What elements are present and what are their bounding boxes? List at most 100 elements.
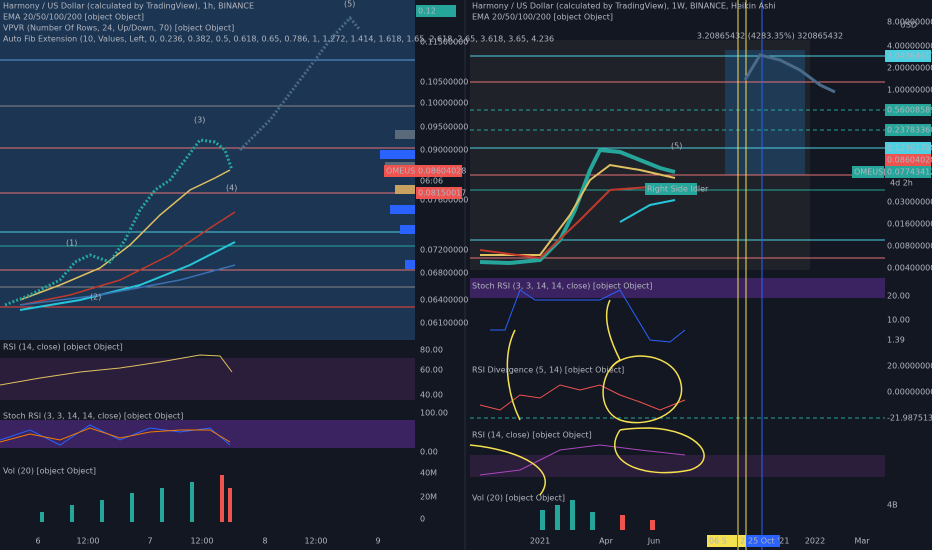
- pane-tick-label: 4B: [887, 501, 898, 510]
- top-price-label: 0.12: [418, 7, 436, 16]
- wave-label: (5): [671, 142, 682, 151]
- price-tick-label: 4.00000000: [887, 42, 932, 51]
- pane-tick-label: 1.39: [887, 336, 905, 345]
- rsi-right: [479, 444, 686, 476]
- fib-label: 0.23783360: [887, 126, 932, 135]
- header-line: Harmony / US Dollar (calculated by Tradi…: [3, 2, 254, 11]
- fib-label-bg: [885, 124, 931, 136]
- currency-label: USD: [900, 21, 917, 30]
- pane-tick-label: 100.00: [420, 409, 448, 418]
- stoch-band-right: [470, 278, 885, 298]
- projection-candles: [743, 53, 836, 94]
- price-tick-label: 0.00400000: [887, 264, 932, 273]
- price-tick-label: 0.06400000: [420, 296, 468, 305]
- time-marker-label-bg: [746, 535, 780, 547]
- price-tick-label: 0.09500000: [420, 123, 468, 132]
- fib-box: [725, 50, 805, 175]
- countdown-label: 06:06: [420, 177, 443, 186]
- price-tick-label: 0.11500000: [420, 38, 468, 47]
- volume-bars: [40, 475, 232, 522]
- ema-50-right: [479, 184, 676, 260]
- price-tick-label: 0.06800000: [420, 269, 468, 278]
- last-price-label-bg: [885, 154, 931, 166]
- pane-tick-label: 0.00: [420, 448, 438, 457]
- stoch-k: [0, 424, 231, 446]
- rsi-band: [0, 358, 415, 400]
- projection-candles: [238, 15, 362, 152]
- header-line: EMA 20/50/100/200 [object Object]: [3, 13, 144, 22]
- price-tick-label: 2.00000000: [887, 64, 932, 73]
- rsi-div: [479, 384, 686, 411]
- price-candles: [4, 138, 234, 307]
- ema-20-right: [480, 163, 676, 256]
- pane-tick-label: 0.00000000: [887, 388, 932, 397]
- price-tick-label: 8.00000000: [887, 18, 932, 27]
- header-line: Auto Fib Extension (10, Values, Left, 0,…: [3, 35, 554, 44]
- countdown-label: 4d 2h: [890, 179, 913, 188]
- last-price-label-bg: [416, 165, 462, 177]
- symbol-label-bg: [384, 165, 416, 177]
- time-label: 7: [147, 537, 152, 546]
- time-marker-label: 06 S: [709, 537, 727, 546]
- time-label: 12:00: [190, 537, 213, 546]
- ema-200: [19, 264, 236, 306]
- last-price-label: 0.08604028: [418, 167, 466, 176]
- ema-20: [19, 169, 231, 301]
- pane-tick-label: 0: [420, 515, 425, 524]
- stoch-band: [0, 420, 415, 448]
- fib-label: 0.12361708: [887, 144, 932, 153]
- time-marker-label-bg: [738, 535, 746, 547]
- heikin-ashi-candles: [479, 147, 676, 266]
- hand-drawn-annotations: [469, 299, 705, 496]
- time-label: 2021: [530, 537, 550, 546]
- wave-label: (5): [344, 0, 355, 9]
- time-marker-label: 25 Oct '21: [748, 537, 789, 546]
- fib-label-bg: [885, 50, 931, 62]
- left-fib-lines: [0, 59, 415, 308]
- volume-bars-right: [540, 500, 655, 530]
- pane-label: Vol (20) [object Object]: [3, 467, 96, 476]
- pane-tick-label: 10.00: [887, 316, 910, 325]
- pane-tick-label: 20M: [420, 493, 437, 502]
- wave-label: (1): [66, 239, 77, 248]
- time-label: 8: [262, 537, 267, 546]
- time-label: 6: [35, 537, 40, 546]
- header-line: EMA 20/50/100/200 [object Object]: [472, 13, 613, 22]
- idler-label-bg: [645, 183, 697, 195]
- pane-label: Stoch RSI (3, 3, 14, 14, close) [object …: [3, 412, 183, 421]
- fib-label-bg: [885, 104, 931, 116]
- symbol-label-bg: [852, 166, 884, 178]
- fib-annotation: 3.20865432 (4283.35%) 320865432: [697, 32, 843, 41]
- pane-tick-label: 40M: [420, 469, 437, 478]
- stoch-right: [490, 289, 686, 343]
- price-tick-label: 0.03000000: [887, 198, 932, 207]
- pane-label: RSI Divergence (5, 14) [object Object]: [472, 366, 624, 375]
- fib-label: 0.56008589: [887, 106, 932, 115]
- pane-tick-label: 40.00: [420, 391, 443, 400]
- time-label: 9: [375, 537, 380, 546]
- pane-label: RSI (14, close) [object Object]: [472, 431, 592, 440]
- price-tick-label: 0.07600000: [420, 196, 468, 205]
- price-tick-label: 0.10000000: [420, 99, 468, 108]
- fib-label-bg: [885, 142, 931, 154]
- symbol-label: OMEUSD: [854, 168, 889, 177]
- time-label: 12:00: [304, 537, 327, 546]
- price-tick-label: 1.00000000: [887, 86, 932, 95]
- pane-tick-label: 80.00: [420, 346, 443, 355]
- header-line: VPVR (Number Of Rows, 24, Up/Down, 70) […: [3, 24, 234, 33]
- time-label: 2022: [805, 537, 825, 546]
- rsi-band-right: [470, 455, 885, 477]
- ema-50: [19, 211, 236, 306]
- ema-100: [19, 241, 236, 311]
- last-price-label: 0.08604028: [887, 156, 932, 165]
- ema-label: 0.07743412: [887, 168, 932, 177]
- time-marker-label-bg: [707, 535, 737, 547]
- pane-tick-label: 20.00: [887, 292, 910, 301]
- symbol-label: OMEUSD: [386, 167, 421, 176]
- level-label: 0.08150017: [418, 189, 466, 198]
- wave-label: (3): [194, 116, 205, 125]
- header-line: Harmony / US Dollar (calculated by Tradi…: [472, 2, 776, 11]
- price-tick-label: 0.06100000: [420, 319, 468, 328]
- pane-label: Vol (20) [object Object]: [472, 494, 565, 503]
- price-tick-label: 0.00800000: [887, 242, 932, 251]
